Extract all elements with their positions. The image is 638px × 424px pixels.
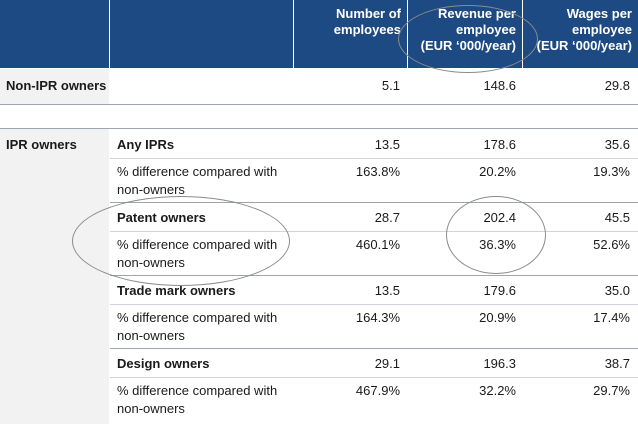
- group-design-mid-rule: [110, 377, 638, 378]
- group-trademark-diff-wages: 17.4%: [593, 310, 630, 325]
- group-patent-mid-rule: [110, 231, 638, 232]
- group-patent-label: Patent owners: [117, 210, 206, 225]
- ipr-label: IPR owners: [6, 137, 77, 152]
- group-trademark-diff-label-2: non-owners: [117, 328, 185, 343]
- non-ipr-wages: 29.8: [604, 78, 630, 93]
- header-wages-line3: (EUR ‘000/year): [536, 38, 632, 53]
- header-wages: Wages per employee (EUR ‘000/year): [523, 0, 638, 68]
- group-trademark-bottom-rule: [110, 348, 638, 349]
- group-any-ipr-label: Any IPRs: [117, 137, 175, 152]
- group-patent-diff-revenue: 36.3%: [479, 237, 516, 252]
- header-wages-line2: employee: [572, 22, 632, 37]
- header-blank-2: [110, 0, 293, 68]
- header-employees: Number of employees: [294, 0, 407, 68]
- header-revenue-line1: Revenue per: [437, 6, 516, 21]
- ipr-top-rule: [0, 128, 638, 129]
- group-any-ipr-diff-wages: 19.3%: [593, 164, 630, 179]
- group-trademark-mid-rule: [110, 304, 638, 305]
- header-revenue: Revenue per employee (EUR ‘000/year): [408, 0, 522, 68]
- group-any-ipr-diff-label-2: non-owners: [117, 182, 185, 197]
- group-trademark-diff-label-1: % difference compared with: [117, 310, 278, 325]
- header-employees-line1: Number of: [336, 6, 401, 21]
- group-trademark-diff-revenue: 20.9%: [479, 310, 516, 325]
- group-design-diff-wages: 29.7%: [593, 383, 630, 398]
- group-any-ipr-wages: 35.6: [604, 137, 630, 152]
- group-design-diff-label-2: non-owners: [117, 401, 185, 416]
- non-ipr-revenue: 148.6: [483, 78, 516, 93]
- group-design-label: Design owners: [117, 356, 210, 371]
- header-blank-1: [0, 0, 109, 68]
- group-design-diff-revenue: 32.2%: [479, 383, 516, 398]
- group-patent-employees: 28.7: [374, 210, 400, 225]
- ipr-label-bg: [0, 128, 109, 424]
- group-trademark-wages: 35.0: [604, 283, 630, 298]
- group-any-ipr-revenue: 178.6: [483, 137, 516, 152]
- group-design-employees: 29.1: [374, 356, 400, 371]
- group-patent-diff-label-1: % difference compared with: [117, 237, 278, 252]
- group-design-revenue: 196.3: [483, 356, 516, 371]
- group-design-wages: 38.7: [604, 356, 630, 371]
- non-ipr-label: Non-IPR owners: [6, 78, 107, 93]
- group-trademark-revenue: 179.6: [483, 283, 516, 298]
- group-any-ipr-bottom-rule: [110, 202, 638, 203]
- header-employees-line2: employees: [333, 22, 401, 37]
- non-ipr-bottom-rule: [0, 104, 638, 105]
- group-trademark-label: Trade mark owners: [117, 283, 236, 298]
- annotation-oval-patent-revenue: [446, 196, 546, 274]
- non-ipr-employees: 5.1: [381, 78, 400, 93]
- group-design-diff-label-1: % difference compared with: [117, 383, 278, 398]
- group-trademark-diff-employees: 164.3%: [355, 310, 400, 325]
- group-patent-diff-wages: 52.6%: [593, 237, 630, 252]
- group-patent-bottom-rule: [110, 275, 638, 276]
- header-wages-line1: Wages per: [566, 6, 632, 21]
- group-patent-revenue: 202.4: [483, 210, 516, 225]
- group-any-ipr-mid-rule: [110, 158, 638, 159]
- header-revenue-line3: (EUR ‘000/year): [420, 38, 516, 53]
- group-patent-wages: 45.5: [604, 210, 630, 225]
- group-trademark-employees: 13.5: [374, 283, 400, 298]
- non-ipr-label-bg: [0, 69, 109, 104]
- group-any-ipr-employees: 13.5: [374, 137, 400, 152]
- group-any-ipr-diff-revenue: 20.2%: [479, 164, 516, 179]
- group-any-ipr-diff-label-1: % difference compared with: [117, 164, 278, 179]
- header-revenue-line2: employee: [456, 22, 516, 37]
- group-design-diff-employees: 467.9%: [355, 383, 400, 398]
- group-patent-diff-employees: 460.1%: [355, 237, 400, 252]
- group-patent-diff-label-2: non-owners: [117, 255, 185, 270]
- group-any-ipr-diff-employees: 163.8%: [355, 164, 400, 179]
